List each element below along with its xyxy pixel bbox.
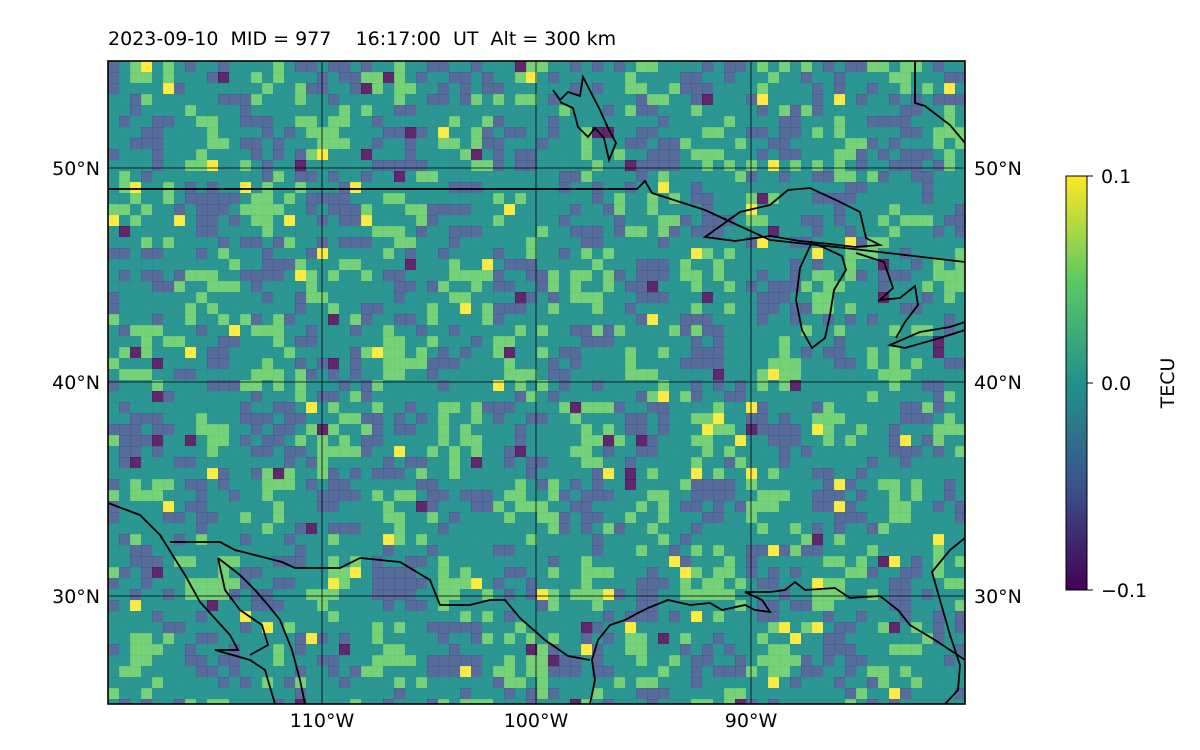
colorbar-label: TECU <box>1157 358 1179 410</box>
lat-label-30n-right: 30°N <box>974 586 1022 608</box>
lake-michigan <box>795 240 847 350</box>
colorbar-gradient <box>1065 175 1088 591</box>
colorbar: 0.1 0.0 −0.1 TECU <box>1065 166 1179 602</box>
lon-label-100w: 100°W <box>504 710 569 732</box>
mexico-us-border <box>170 541 591 661</box>
lat-label-40n-right: 40°N <box>974 372 1022 394</box>
tec-field <box>108 61 965 704</box>
gulf-coast <box>589 580 965 704</box>
map-title: 2023-09-10 MID = 977 16:17:00 UT Alt = 3… <box>108 28 617 50</box>
colorbar-tick-zero: 0.0 <box>1101 373 1131 395</box>
northeast-coast <box>914 61 965 144</box>
coastlines <box>108 61 965 704</box>
gulf-of-california-east <box>217 557 306 704</box>
baja-west-coast <box>108 502 276 704</box>
lon-label-90w: 90°W <box>725 710 778 732</box>
lat-label-40n-left: 40°N <box>52 372 100 394</box>
lake-huron <box>855 252 919 339</box>
hudson-bay-coast <box>552 74 617 163</box>
gridlines <box>108 61 965 704</box>
east-coast <box>931 537 965 704</box>
lake-superior <box>702 187 884 248</box>
lake-erie-ontario <box>887 321 965 349</box>
colorbar-tick-max: 0.1 <box>1101 166 1131 188</box>
canada-us-border <box>108 179 965 263</box>
mexico-west-coast <box>217 557 270 656</box>
lat-label-50n-left: 50°N <box>52 158 100 180</box>
lon-label-110w: 110°W <box>290 710 355 732</box>
map-frame <box>107 60 966 705</box>
colorbar-tick-min: −0.1 <box>1101 580 1147 602</box>
lat-label-50n-right: 50°N <box>974 158 1022 180</box>
lat-label-30n-left: 30°N <box>52 586 100 608</box>
